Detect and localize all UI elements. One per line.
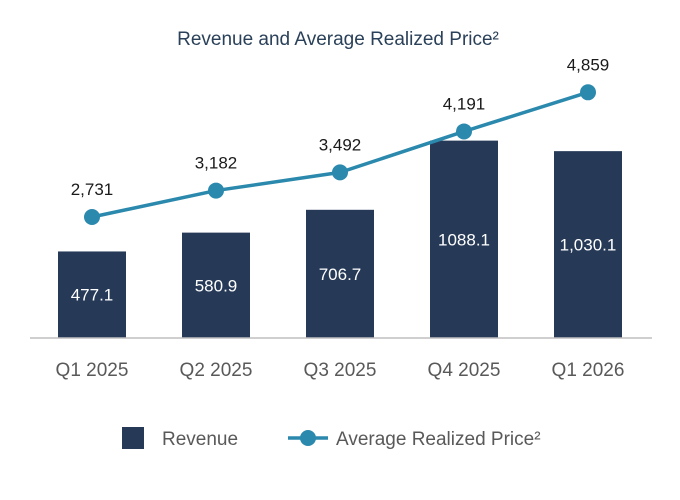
price-line: [91, 90, 589, 219]
legend: Revenue Average Realized Price²: [122, 427, 541, 450]
price-point: [208, 182, 224, 199]
revenue-bar-label: 580.9: [195, 276, 238, 295]
x-axis-ticks: Q1 2025 Q2 2025 Q3 2025 Q4 2025 Q1 2026: [56, 360, 625, 381]
revenue-bar-label: 706.7: [319, 265, 362, 284]
price-point: [456, 123, 472, 140]
price-point-label: 3,182: [195, 154, 238, 173]
revenue-bar: [430, 140, 498, 338]
x-tick-label: Q1 2025: [56, 360, 129, 381]
revenue-bar: [306, 209, 374, 338]
revenue-bar: [182, 232, 250, 338]
revenue-bar-label: 1088.1: [438, 230, 490, 249]
revenue-bar: [554, 151, 622, 338]
price-point: [84, 209, 100, 225]
line-series: 2,731 3,182 3,492 4,191 4,859: [71, 55, 610, 225]
x-tick-label: Q3 2025: [304, 360, 377, 381]
legend-revenue-swatch: [122, 427, 144, 449]
x-tick-label: Q1 2026: [552, 360, 625, 381]
revenue-bar-label: 477.1: [71, 286, 114, 305]
chart-title: Revenue and Average Realized Price²: [177, 29, 499, 50]
legend-price-label: Average Realized Price²: [336, 429, 541, 450]
x-tick-label: Q4 2025: [428, 360, 501, 381]
price-point-label: 3,492: [319, 135, 362, 154]
revenue-bar-label: 1,030.1: [560, 236, 617, 255]
price-point: [580, 84, 596, 101]
x-tick-label: Q2 2025: [180, 360, 253, 381]
revenue-bar: [58, 251, 126, 338]
price-point-label: 4,859: [567, 55, 610, 74]
price-point-label: 2,731: [71, 180, 114, 199]
price-point-label: 4,191: [443, 94, 486, 113]
bar-series: 477.1 580.9 706.7 1088.1 1,030.1: [58, 140, 622, 338]
price-point: [332, 164, 348, 181]
legend-revenue-label: Revenue: [162, 429, 238, 450]
legend-price-marker: [300, 430, 316, 446]
